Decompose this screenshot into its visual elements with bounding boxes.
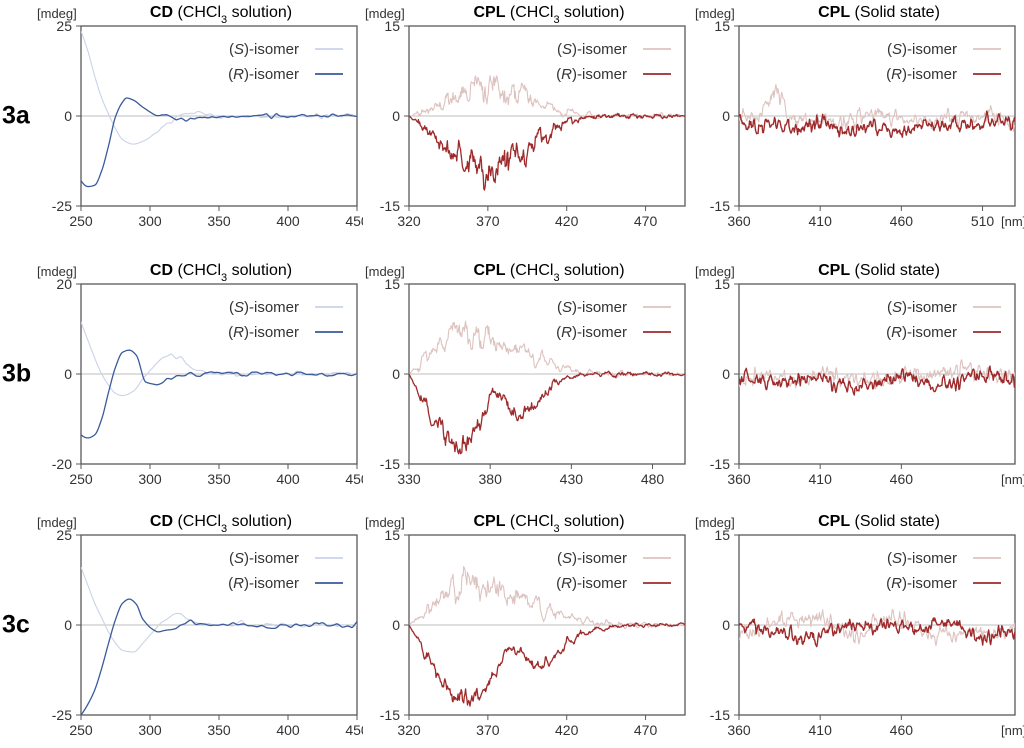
svg-text:420: 420 xyxy=(555,722,579,738)
svg-text:25: 25 xyxy=(56,18,72,34)
svg-text:-15: -15 xyxy=(380,456,400,472)
svg-text:15: 15 xyxy=(384,276,400,292)
svg-text:0: 0 xyxy=(722,617,730,633)
svg-text:0: 0 xyxy=(392,617,400,633)
svg-text:0: 0 xyxy=(64,108,72,124)
svg-text:410: 410 xyxy=(809,213,833,229)
svg-text:360: 360 xyxy=(727,722,751,738)
svg-text:-15: -15 xyxy=(380,707,400,723)
svg-text:380: 380 xyxy=(479,471,503,487)
svg-text:[nm]: [nm] xyxy=(1001,723,1024,738)
svg-text:320: 320 xyxy=(397,213,421,229)
svg-text:370: 370 xyxy=(476,213,500,229)
svg-text:[nm]: [nm] xyxy=(1001,214,1024,229)
svg-text:CPL (Solid state): CPL (Solid state) xyxy=(818,4,940,21)
svg-text:20: 20 xyxy=(56,276,72,292)
svg-text:(S)-isomer: (S)-isomer xyxy=(229,41,299,58)
svg-text:(S)-isomer: (S)-isomer xyxy=(887,299,957,316)
svg-text:-15: -15 xyxy=(710,456,730,472)
svg-text:480: 480 xyxy=(641,471,665,487)
svg-text:300: 300 xyxy=(138,471,162,487)
svg-text:420: 420 xyxy=(555,213,579,229)
svg-text:370: 370 xyxy=(476,722,500,738)
svg-text:460: 460 xyxy=(890,471,914,487)
svg-text:-15: -15 xyxy=(380,198,400,214)
svg-text:15: 15 xyxy=(384,18,400,34)
svg-text:410: 410 xyxy=(809,722,833,738)
svg-text:(R)-isomer: (R)-isomer xyxy=(228,66,299,83)
svg-text:15: 15 xyxy=(384,527,400,543)
svg-text:(S)-isomer: (S)-isomer xyxy=(557,41,627,58)
svg-text:-25: -25 xyxy=(52,707,72,723)
svg-text:15: 15 xyxy=(714,527,730,543)
svg-text:0: 0 xyxy=(64,366,72,382)
svg-text:410: 410 xyxy=(809,471,833,487)
svg-text:(S)-isomer: (S)-isomer xyxy=(557,550,627,567)
svg-text:(S)-isomer: (S)-isomer xyxy=(557,299,627,316)
svg-text:0: 0 xyxy=(64,617,72,633)
svg-text:CPL (Solid state): CPL (Solid state) xyxy=(818,262,940,279)
svg-text:15: 15 xyxy=(714,18,730,34)
svg-text:360: 360 xyxy=(727,471,751,487)
svg-text:470: 470 xyxy=(634,213,658,229)
svg-text:(R)-isomer: (R)-isomer xyxy=(556,324,627,341)
svg-text:460: 460 xyxy=(890,213,914,229)
svg-text:0: 0 xyxy=(722,366,730,382)
svg-text:250: 250 xyxy=(69,213,93,229)
svg-text:350: 350 xyxy=(207,213,231,229)
svg-text:-25: -25 xyxy=(52,198,72,214)
svg-text:(R)-isomer: (R)-isomer xyxy=(886,575,957,592)
svg-text:0: 0 xyxy=(392,366,400,382)
svg-text:360: 360 xyxy=(727,213,751,229)
svg-text:430: 430 xyxy=(560,471,584,487)
svg-text:0: 0 xyxy=(722,108,730,124)
svg-text:300: 300 xyxy=(138,213,162,229)
svg-text:330: 330 xyxy=(397,471,421,487)
svg-text:-20: -20 xyxy=(52,456,72,472)
svg-text:(S)-isomer: (S)-isomer xyxy=(887,550,957,567)
svg-text:[nm]: [nm] xyxy=(1001,472,1024,487)
svg-text:510: 510 xyxy=(971,213,995,229)
svg-text:(R)-isomer: (R)-isomer xyxy=(556,66,627,83)
svg-text:470: 470 xyxy=(634,722,658,738)
svg-text:-15: -15 xyxy=(710,198,730,214)
svg-text:CPL (Solid state): CPL (Solid state) xyxy=(818,513,940,530)
svg-text:250: 250 xyxy=(69,471,93,487)
svg-text:400: 400 xyxy=(276,722,300,738)
svg-text:(S)-isomer: (S)-isomer xyxy=(887,41,957,58)
svg-text:400: 400 xyxy=(276,213,300,229)
svg-text:(R)-isomer: (R)-isomer xyxy=(228,575,299,592)
svg-text:(R)-isomer: (R)-isomer xyxy=(886,324,957,341)
svg-text:320: 320 xyxy=(397,722,421,738)
svg-text:25: 25 xyxy=(56,527,72,543)
svg-text:350: 350 xyxy=(207,471,231,487)
svg-text:460: 460 xyxy=(890,722,914,738)
svg-text:(S)-isomer: (S)-isomer xyxy=(229,299,299,316)
svg-text:(R)-isomer: (R)-isomer xyxy=(556,575,627,592)
svg-text:400: 400 xyxy=(276,471,300,487)
svg-text:0: 0 xyxy=(392,108,400,124)
svg-text:(R)-isomer: (R)-isomer xyxy=(228,324,299,341)
svg-text:350: 350 xyxy=(207,722,231,738)
svg-text:15: 15 xyxy=(714,276,730,292)
svg-text:(R)-isomer: (R)-isomer xyxy=(886,66,957,83)
svg-text:-15: -15 xyxy=(710,707,730,723)
svg-text:250: 250 xyxy=(69,722,93,738)
svg-text:300: 300 xyxy=(138,722,162,738)
svg-text:(S)-isomer: (S)-isomer xyxy=(229,550,299,567)
